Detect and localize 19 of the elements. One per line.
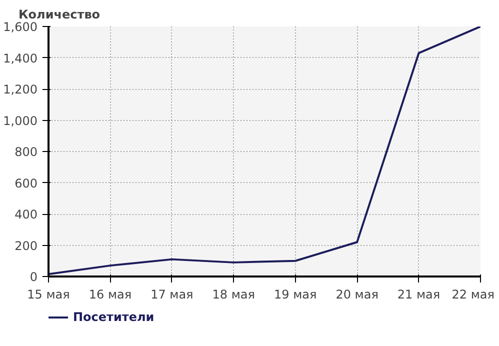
x-tick-label: 20 мая <box>336 288 378 302</box>
y-axis-title: Количество <box>18 8 100 22</box>
y-tick-label: 1,200 <box>3 82 38 96</box>
x-tick-label: 15 мая <box>27 288 70 302</box>
y-tick-label: 1,400 <box>3 51 38 66</box>
y-tick-label: 600 <box>14 176 38 190</box>
x-tick-label: 17 мая <box>150 288 194 302</box>
x-tick-label: 19 мая <box>274 288 317 302</box>
x-tick-label: 21 мая <box>397 288 440 302</box>
y-tick-label: 200 <box>14 238 38 253</box>
legend-label: Посетители <box>73 310 154 324</box>
x-tick-label: 18 мая <box>212 288 256 302</box>
y-tick-label: 0 <box>30 270 38 284</box>
y-tick-label: 400 <box>14 208 38 222</box>
x-tick-label: 22 мая <box>452 288 495 302</box>
y-tick-label: 800 <box>14 145 38 159</box>
y-tick-label: 1,000 <box>3 114 38 128</box>
y-tick-label: 1,600 <box>3 20 38 34</box>
x-tick-label: 16 мая <box>88 288 132 302</box>
